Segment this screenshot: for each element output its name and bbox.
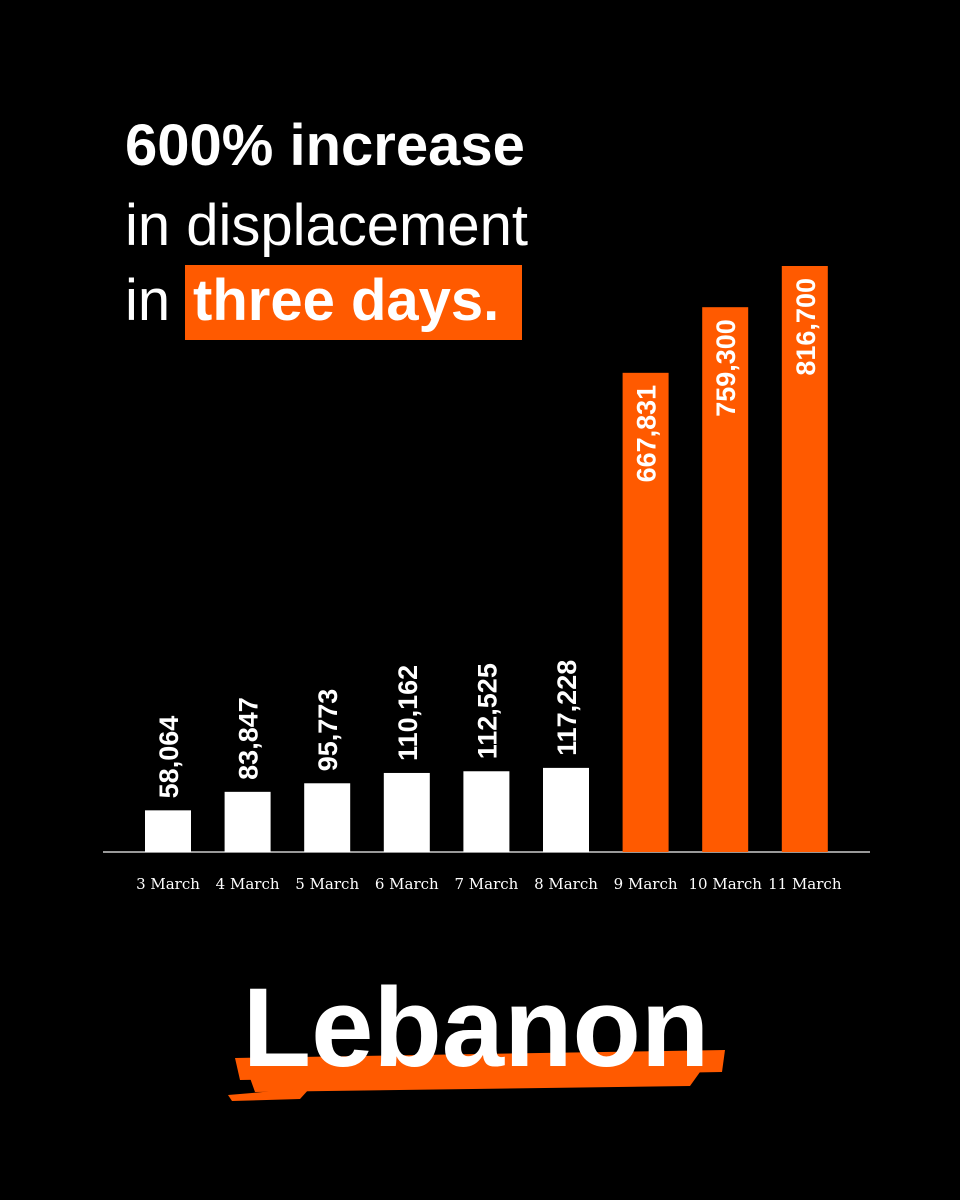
- title-line: 600% increase: [125, 113, 525, 178]
- title-line: three days.: [193, 268, 499, 333]
- x-tick-label: 7 March: [454, 875, 518, 893]
- bar: [702, 307, 749, 852]
- x-tick-label: 8 March: [534, 875, 598, 893]
- value-label: 112,525: [472, 663, 502, 759]
- x-tick-label: 3 March: [136, 875, 200, 893]
- brush-stroke: [228, 1050, 725, 1101]
- bar: [304, 783, 351, 852]
- bar: [383, 772, 430, 852]
- value-label: 667,831: [632, 385, 662, 483]
- brush-part: [228, 1088, 310, 1101]
- value-label: 117,228: [552, 660, 582, 756]
- bar: [543, 767, 589, 852]
- bar: [463, 771, 510, 852]
- brush-part: [235, 1050, 725, 1080]
- bar: [145, 810, 191, 852]
- bar: [622, 372, 669, 852]
- value-label: 83,847: [234, 697, 264, 780]
- x-tick-label: 5 March: [295, 875, 359, 893]
- value-label: 95,773: [313, 689, 343, 772]
- title-highlight: [185, 265, 522, 340]
- bar: [224, 791, 271, 852]
- title-line: in displacement: [125, 193, 528, 258]
- bar: [781, 266, 828, 852]
- x-tick-label: 6 March: [375, 875, 439, 893]
- brush-part: [250, 1072, 700, 1092]
- value-label: 816,700: [791, 278, 821, 376]
- title-line: in: [125, 268, 170, 333]
- value-label: 759,300: [711, 319, 741, 417]
- x-tick-label: 11 March: [768, 875, 842, 893]
- footer-title: Lebanon: [243, 965, 710, 1090]
- x-tick-label: 4 March: [216, 875, 280, 893]
- x-tick-label: 10 March: [689, 875, 763, 893]
- x-tick-label: 9 March: [614, 875, 678, 893]
- value-label: 58,064: [154, 716, 184, 799]
- value-label: 110,162: [393, 665, 423, 761]
